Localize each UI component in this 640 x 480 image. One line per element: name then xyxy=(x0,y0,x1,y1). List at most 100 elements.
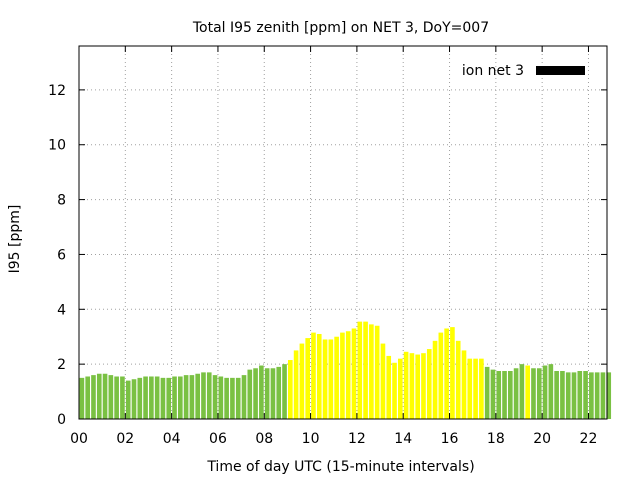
bar xyxy=(415,354,420,419)
x-tick-label: 12 xyxy=(348,431,366,447)
ticks xyxy=(78,46,607,420)
x-tick-label: 06 xyxy=(209,431,227,447)
legend: ion net 3 xyxy=(462,63,585,79)
bar xyxy=(513,368,519,419)
plot-frame xyxy=(78,45,608,420)
bar xyxy=(316,333,322,419)
bar xyxy=(264,368,270,419)
bar xyxy=(409,353,415,419)
bar xyxy=(589,372,594,419)
bar xyxy=(85,376,90,419)
bar xyxy=(79,377,85,419)
bar xyxy=(299,343,305,419)
bar xyxy=(125,380,131,419)
bar xyxy=(305,338,310,419)
y-tick-label: 8 xyxy=(57,193,66,209)
y-tick-label: 2 xyxy=(57,357,66,373)
x-tick-label: 18 xyxy=(487,431,505,447)
bar xyxy=(282,364,287,419)
bar xyxy=(212,375,218,419)
x-tick-label: 04 xyxy=(163,431,181,447)
bar xyxy=(455,340,461,419)
bar xyxy=(241,375,247,419)
bar xyxy=(467,358,473,419)
bar xyxy=(340,332,345,419)
chart-title: Total I95 zenith [ppm] on NET 3, DoY=007 xyxy=(192,20,489,36)
bar xyxy=(114,376,119,419)
bar xyxy=(560,371,565,419)
bar xyxy=(490,369,496,419)
bar xyxy=(502,371,507,419)
bar xyxy=(380,343,386,419)
bar xyxy=(496,371,502,419)
bar xyxy=(386,355,392,419)
bar xyxy=(143,376,148,419)
legend-label: ion net 3 xyxy=(462,63,524,79)
bar xyxy=(218,376,224,419)
bar xyxy=(270,368,276,419)
bar xyxy=(154,376,160,419)
bar xyxy=(137,377,143,419)
bar xyxy=(108,375,114,419)
bar xyxy=(206,372,212,419)
bar xyxy=(120,376,125,419)
bar xyxy=(438,332,444,419)
bar xyxy=(288,360,293,419)
x-tick-label: 22 xyxy=(580,431,598,447)
bar xyxy=(583,371,588,419)
bar xyxy=(519,364,525,419)
bar xyxy=(508,371,513,419)
bar xyxy=(525,365,530,419)
bar xyxy=(600,372,606,419)
bar xyxy=(293,350,299,419)
bar xyxy=(450,327,455,419)
bar xyxy=(247,369,253,419)
x-tick-label: 14 xyxy=(394,431,412,447)
bar xyxy=(149,376,154,419)
y-tick-label: 6 xyxy=(57,247,66,263)
bar xyxy=(96,373,102,419)
bar xyxy=(363,321,368,419)
y-tick-label: 4 xyxy=(57,302,66,318)
bar xyxy=(548,364,554,419)
x-tick-label: 08 xyxy=(255,431,273,447)
x-tick-label: 10 xyxy=(302,431,320,447)
bar xyxy=(189,375,195,419)
bar xyxy=(253,368,258,419)
y-tick-label: 10 xyxy=(48,138,66,154)
bar xyxy=(554,371,559,419)
bar xyxy=(426,349,432,419)
bar xyxy=(166,377,172,419)
bar xyxy=(201,372,206,419)
bar xyxy=(398,358,403,419)
y-tick-label: 12 xyxy=(48,83,66,99)
bar xyxy=(473,358,478,419)
bar xyxy=(160,377,166,419)
bar xyxy=(542,365,548,419)
bar xyxy=(374,325,380,419)
bar xyxy=(531,368,536,419)
x-tick-label: 16 xyxy=(441,431,459,447)
bar xyxy=(345,331,351,419)
bar xyxy=(183,375,189,419)
bar xyxy=(276,366,282,419)
x-axis-label: Time of day UTC (15-minute intervals) xyxy=(206,459,474,475)
bar xyxy=(322,339,328,419)
bar xyxy=(565,372,571,419)
y-axis-label: I95 [ppm] xyxy=(7,205,23,274)
bar xyxy=(577,371,583,419)
bar xyxy=(444,328,449,419)
grid xyxy=(79,46,607,419)
bar xyxy=(392,362,397,419)
x-tick-label: 00 xyxy=(70,431,88,447)
x-tick-label: 20 xyxy=(533,431,551,447)
bar xyxy=(230,377,235,419)
bar xyxy=(403,351,409,419)
bar xyxy=(479,358,484,419)
bar xyxy=(536,368,542,419)
bar xyxy=(172,376,177,419)
bar xyxy=(594,372,600,419)
bar xyxy=(131,379,137,419)
bar xyxy=(328,339,334,419)
